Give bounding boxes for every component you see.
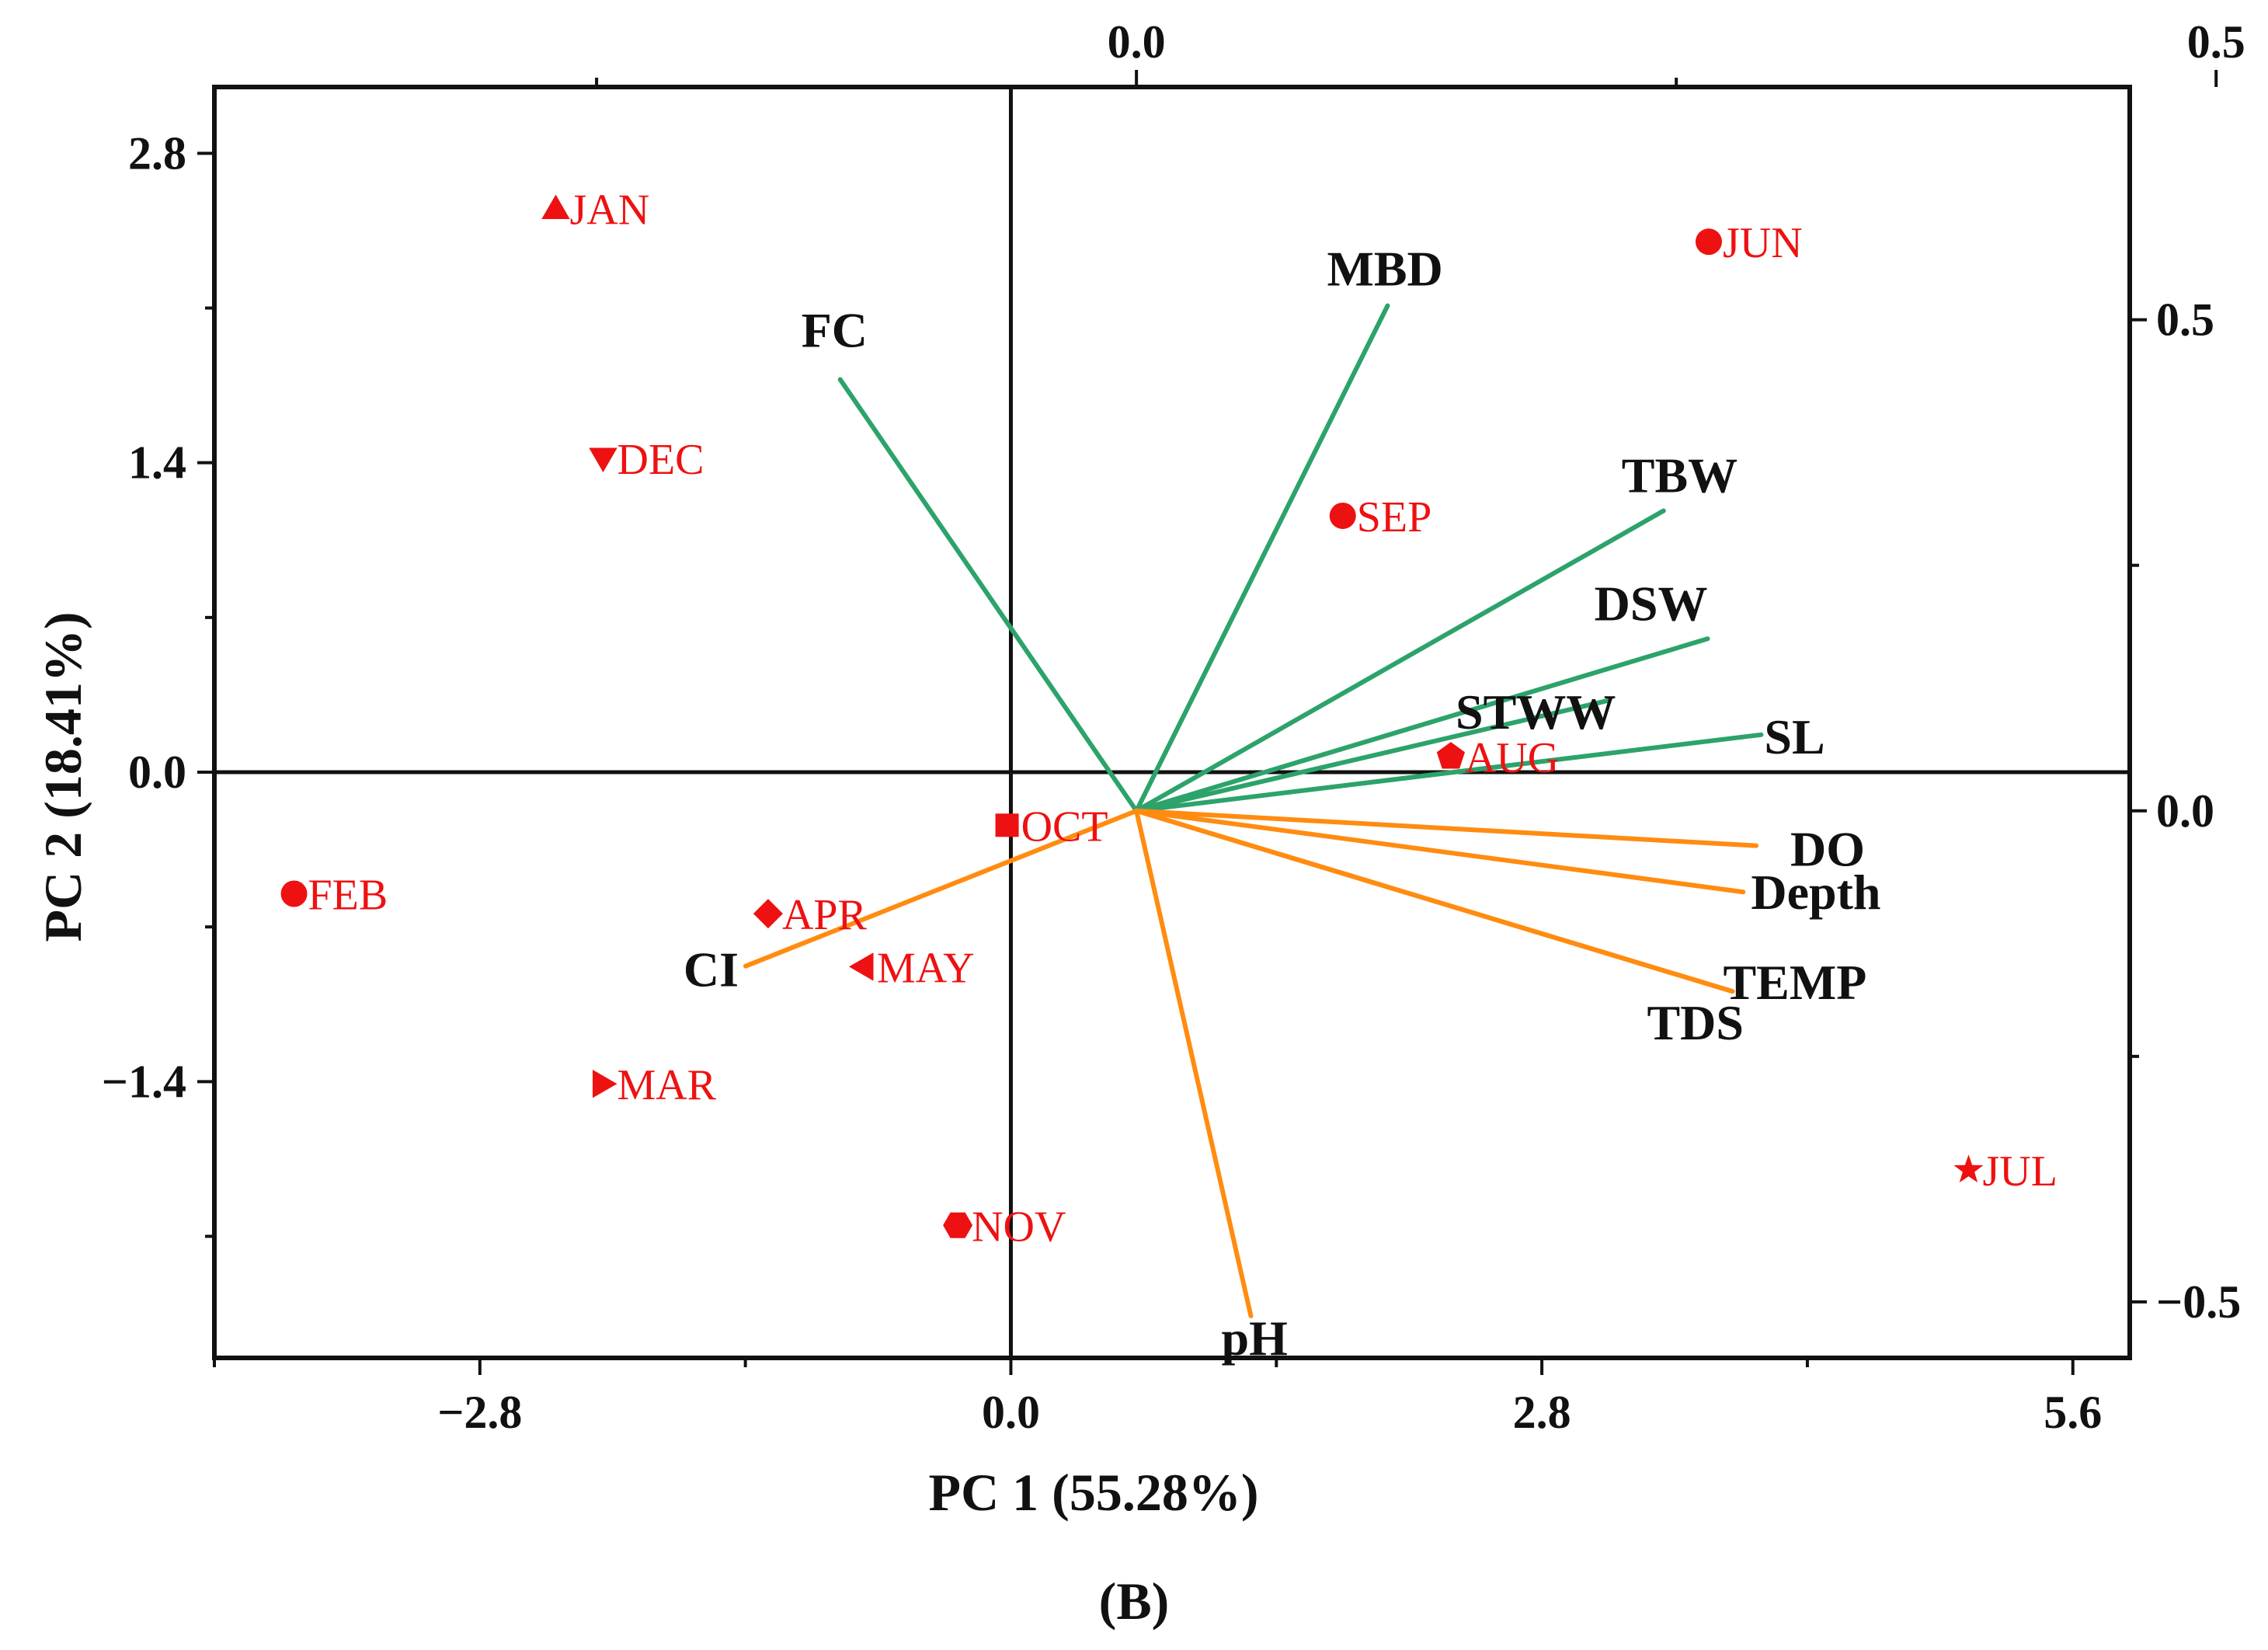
y-axis-title: PC 2 (18.41%) [33,612,92,942]
score-marker-may [849,952,874,981]
score-label-nov: NOV [972,1203,1066,1251]
x-tick-label: 2.8 [1513,1387,1571,1438]
loading-vector-sl [1134,732,1764,813]
loading-vector-ph [1134,808,1254,1319]
y-tick-label: 2.8 [128,127,186,179]
score-marker-feb [280,880,308,907]
x-axis-title: PC 1 (55.28%) [929,1463,1259,1522]
score-marker-aug [1436,742,1465,769]
loading-vector-do [1134,808,1759,848]
y-tick-label: 0.0 [128,747,186,798]
y-tick-label: −1.4 [102,1056,186,1107]
score-label-dec: DEC [617,436,704,484]
score-label-sep: SEP [1357,493,1432,541]
loading-label-dsw: DSW [1595,576,1708,631]
loading-vector-tbw [1134,508,1666,813]
score-label-jun: JUN [1723,219,1803,267]
score-label-may: MAY [877,944,975,992]
right-tick-label: 0.0 [2156,785,2214,837]
loading-vector-stww [1134,698,1611,813]
loading-label-mbd: MBD [1327,242,1442,297]
x-tick-label: 5.6 [2044,1387,2102,1438]
loading-vectors [743,303,1764,1319]
score-label-aug: AUG [1465,734,1559,782]
score-label-mar: MAR [617,1061,717,1109]
score-marker-apr [753,899,783,929]
loading-vector-dsw [1134,636,1710,813]
loading-vector-mbd [1134,303,1390,813]
score-marker-dec [589,447,617,472]
top-tick-label: 0.0 [1108,16,1166,68]
right-tick-label: 0.5 [2156,294,2214,346]
right-tick-label: −0.5 [2156,1276,2241,1328]
loading-label-sl: SL [1764,709,1824,764]
score-marker-sep [1329,502,1356,529]
top-tick-label: 0.5 [2187,16,2245,68]
score-points [280,194,1984,1238]
axis-tick-labels: −2.8 0.0 2.8 5.6 −1.4 0.0 1.4 2.8 0.0 0.5 −0.5 0.0 0… [102,16,2245,1438]
score-label-oct: OCT [1021,802,1108,851]
loading-label-fc: FC [802,303,868,358]
loading-label-ci: CI [684,942,739,997]
score-label-jul: JUL [1982,1147,2057,1196]
zero-lines [214,87,2130,1358]
score-label-jan: JAN [569,186,649,234]
score-marker-oct [995,813,1019,837]
score-label-apr: APR [782,891,868,939]
loading-label-tds: TDS [1647,995,1744,1050]
score-marker-jul [1953,1154,1984,1183]
loading-label-do: DO [1790,822,1865,877]
score-marker-nov [943,1212,973,1238]
loading-label-tbw: TBW [1622,448,1738,503]
loading-vector-ci [743,808,1139,969]
x-tick-label: 0.0 [982,1387,1040,1438]
loading-vector-depth [1134,808,1746,895]
score-marker-jun [1695,228,1722,256]
loading-label-temp: TEMP [1723,955,1866,1010]
y-tick-label: 1.4 [128,437,186,489]
loading-label-depth: Depth [1751,865,1880,920]
loading-label-stww: STWW [1456,684,1616,740]
plot-frame [212,85,2132,1360]
figure-caption: (B) [1099,1572,1170,1631]
loading-vector-fc [837,377,1139,813]
score-marker-mar [593,1070,617,1098]
score-label-feb: FEB [308,872,388,920]
axis-ticks [197,70,2218,1375]
loading-label-ph: pH [1221,1311,1287,1366]
score-marker-jan [541,194,570,219]
loading-vector-tds [1134,808,1735,994]
x-tick-label: −2.8 [437,1387,522,1438]
